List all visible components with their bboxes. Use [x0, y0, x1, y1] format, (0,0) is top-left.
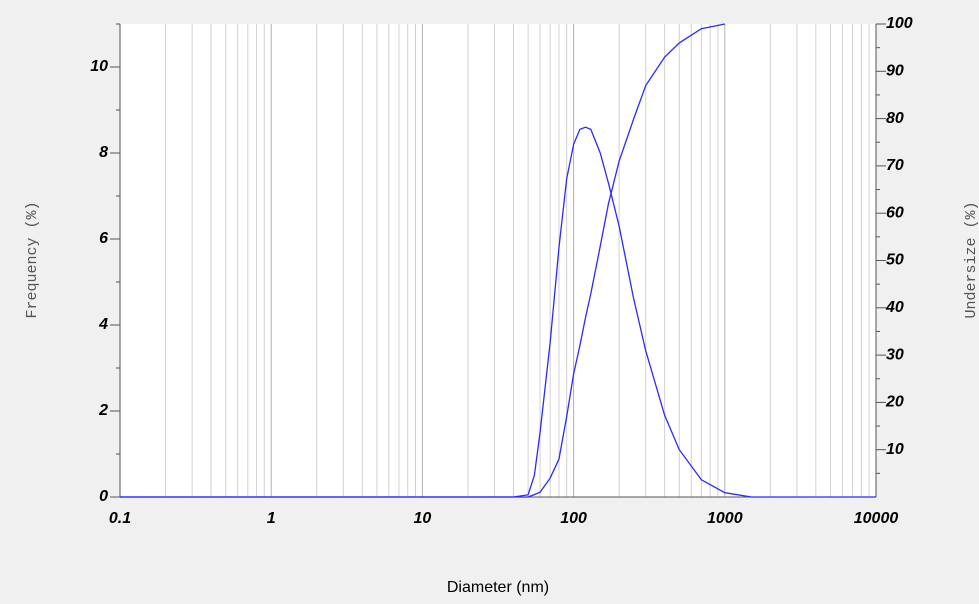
- y2-tick-label: 60: [886, 204, 904, 221]
- data-line: [120, 126, 876, 498]
- y2-tick-label: 80: [886, 110, 904, 127]
- y2-tick-label: 20: [885, 394, 904, 411]
- y-tick-label: 0: [99, 488, 108, 505]
- y-axis-label: Frequency (%): [24, 201, 41, 318]
- x-tick-label: 10: [414, 510, 432, 527]
- y2-axis-label: Undersize (%): [963, 201, 979, 318]
- y2-tick-label: 70: [886, 157, 904, 174]
- x-tick-label: 0.1: [109, 510, 131, 527]
- y2-tick-label: 30: [886, 346, 904, 363]
- y2-tick-label: 10: [886, 441, 904, 458]
- x-tick-label: 1: [267, 510, 276, 527]
- plot-area: [120, 24, 876, 497]
- y2-tick-label: 50: [886, 252, 904, 269]
- x-tick-label: 1000: [707, 510, 743, 527]
- data-line: [120, 23, 725, 498]
- x-tick-label: 10000: [854, 510, 899, 527]
- y-tick-label: 8: [99, 144, 108, 161]
- y2-tick-label: 100: [886, 15, 913, 32]
- x-tick-label: 100: [560, 510, 587, 527]
- y2-tick-label: 90: [886, 63, 904, 80]
- x-axis-label: Diameter (nm): [447, 579, 549, 596]
- y-tick-label: 6: [99, 230, 108, 247]
- y-tick-label: 10: [90, 58, 108, 75]
- y-tick-label: 2: [98, 402, 108, 419]
- y2-tick-label: 40: [885, 299, 904, 316]
- y-tick-label: 4: [98, 316, 108, 333]
